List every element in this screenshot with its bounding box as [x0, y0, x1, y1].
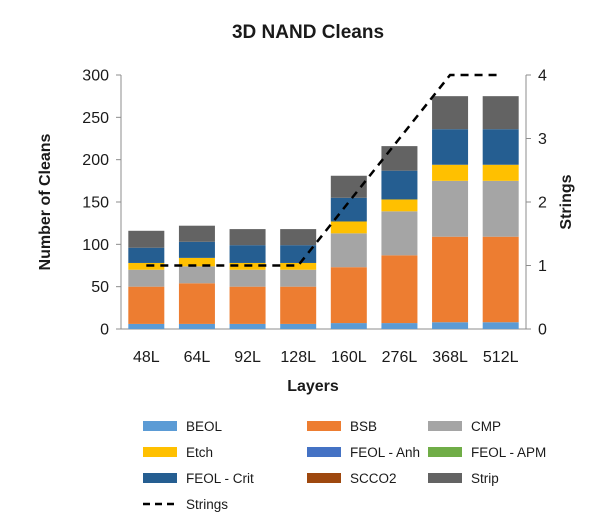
y-tick-label: 50	[91, 279, 109, 296]
bar-beol-48l	[128, 323, 165, 329]
x-axis-label: Layers	[287, 378, 339, 395]
legend-label-bsb: BSB	[350, 419, 377, 434]
bar-beol-92l	[229, 323, 266, 329]
y2-tick-label: 0	[538, 322, 547, 339]
bar-etch-368l	[432, 164, 469, 181]
bar-beol-128l	[280, 323, 317, 329]
bar-feol-crit-512l	[482, 129, 519, 165]
bar-feol-crit-48l	[128, 247, 165, 263]
chart-title: 3D NAND Cleans	[232, 22, 384, 43]
bar-beol-160l	[330, 323, 367, 329]
bar-bsb-512l	[482, 236, 519, 323]
bar-cmp-368l	[432, 180, 469, 237]
bar-strip-92l	[229, 229, 266, 246]
bar-feol-crit-128l	[280, 245, 317, 263]
legend-swatch-feol-anh	[307, 447, 341, 457]
bar-beol-512l	[482, 322, 519, 329]
legend-swatch-etch	[143, 447, 177, 457]
legend-label-beol: BEOL	[186, 419, 223, 434]
bar-cmp-276l	[381, 211, 418, 256]
bar-feol-crit-160l	[330, 197, 367, 222]
y2-tick-label: 3	[538, 131, 547, 148]
legend-label-scco2: SCCO2	[350, 471, 397, 486]
bar-bsb-160l	[330, 267, 367, 324]
x-tick-label: 160L	[331, 349, 367, 366]
legend-swatch-cmp	[428, 421, 462, 431]
legend-swatch-beol	[143, 421, 177, 431]
legend-swatch-strip	[428, 473, 462, 483]
legend: BEOL BSB CMP Etch FEOL - Anh FEOL - APM FEOL -…	[143, 419, 546, 512]
bar-strip-512l	[482, 96, 519, 130]
bar-etch-160l	[330, 221, 367, 234]
strings-line	[146, 73, 501, 267]
bar-cmp-64l	[178, 266, 215, 284]
y2-axis-label: Strings	[558, 174, 575, 229]
x-tick-label: 276L	[382, 349, 418, 366]
y-tick-label: 200	[82, 152, 109, 169]
bar-etch-512l	[482, 164, 519, 181]
bar-cmp-160l	[330, 233, 367, 268]
bar-feol-crit-64l	[178, 241, 215, 258]
x-tick-label: 64L	[184, 349, 211, 366]
legend-label-strings: Strings	[186, 497, 228, 512]
x-tick-label: 128L	[280, 349, 316, 366]
x-tick-label: 512L	[483, 349, 519, 366]
bar-bsb-128l	[280, 286, 317, 324]
bar-beol-276l	[381, 323, 418, 329]
legend-label-etch: Etch	[186, 445, 213, 460]
bar-etch-128l	[280, 262, 317, 270]
bar-cmp-48l	[128, 269, 165, 287]
legend-swatch-scco2	[307, 473, 341, 483]
bar-feol-crit-368l	[432, 129, 469, 165]
bar-beol-64l	[178, 323, 215, 329]
bar-bsb-48l	[128, 286, 165, 324]
legend-label-cmp: CMP	[471, 419, 501, 434]
y-tick-label: 100	[82, 237, 109, 254]
x-tick-label: 92L	[234, 349, 261, 366]
y-tick-label: 300	[82, 68, 109, 85]
y-tick-label: 250	[82, 110, 109, 127]
bar-etch-64l	[178, 257, 215, 267]
bar-strip-160l	[330, 175, 367, 198]
bar-cmp-92l	[229, 269, 266, 287]
legend-swatch-bsb	[307, 421, 341, 431]
bar-beol-368l	[432, 322, 469, 329]
bar-feol-crit-276l	[381, 170, 418, 200]
bar-bsb-368l	[432, 236, 469, 323]
y-tick-label: 150	[82, 195, 109, 212]
y2-tick-label: 1	[538, 258, 547, 275]
x-tick-label: 48L	[133, 349, 160, 366]
legend-label-feol-anh: FEOL - Anh	[350, 445, 420, 460]
legend-label-feol-apm: FEOL - APM	[471, 445, 546, 460]
bar-cmp-512l	[482, 180, 519, 237]
y-axis-label: Number of Cleans	[37, 133, 54, 270]
y-tick-label: 0	[100, 322, 109, 339]
bar-feol-crit-92l	[229, 245, 266, 263]
bar-bsb-64l	[178, 283, 215, 324]
bar-strip-64l	[178, 225, 215, 242]
legend-label-strip: Strip	[471, 471, 499, 486]
bar-bsb-276l	[381, 255, 418, 324]
plot-area: 0 50 100 150 200 250 300 0 1 2 3 4 48L 64L 92L 128L 160L…	[82, 68, 547, 367]
legend-swatch-feol-crit	[143, 473, 177, 483]
bar-strip-368l	[432, 96, 469, 130]
y2-tick-label: 4	[538, 68, 547, 85]
bar-bsb-92l	[229, 286, 266, 324]
legend-label-feol-crit: FEOL - Crit	[186, 471, 254, 486]
bar-strip-128l	[280, 229, 317, 246]
bar-strip-48l	[128, 230, 165, 248]
legend-swatch-feol-apm	[428, 447, 462, 457]
y2-tick-label: 2	[538, 195, 547, 212]
x-tick-label: 368L	[432, 349, 468, 366]
bar-etch-276l	[381, 199, 418, 212]
bar-cmp-128l	[280, 269, 317, 287]
bar-strip-276l	[381, 146, 418, 171]
